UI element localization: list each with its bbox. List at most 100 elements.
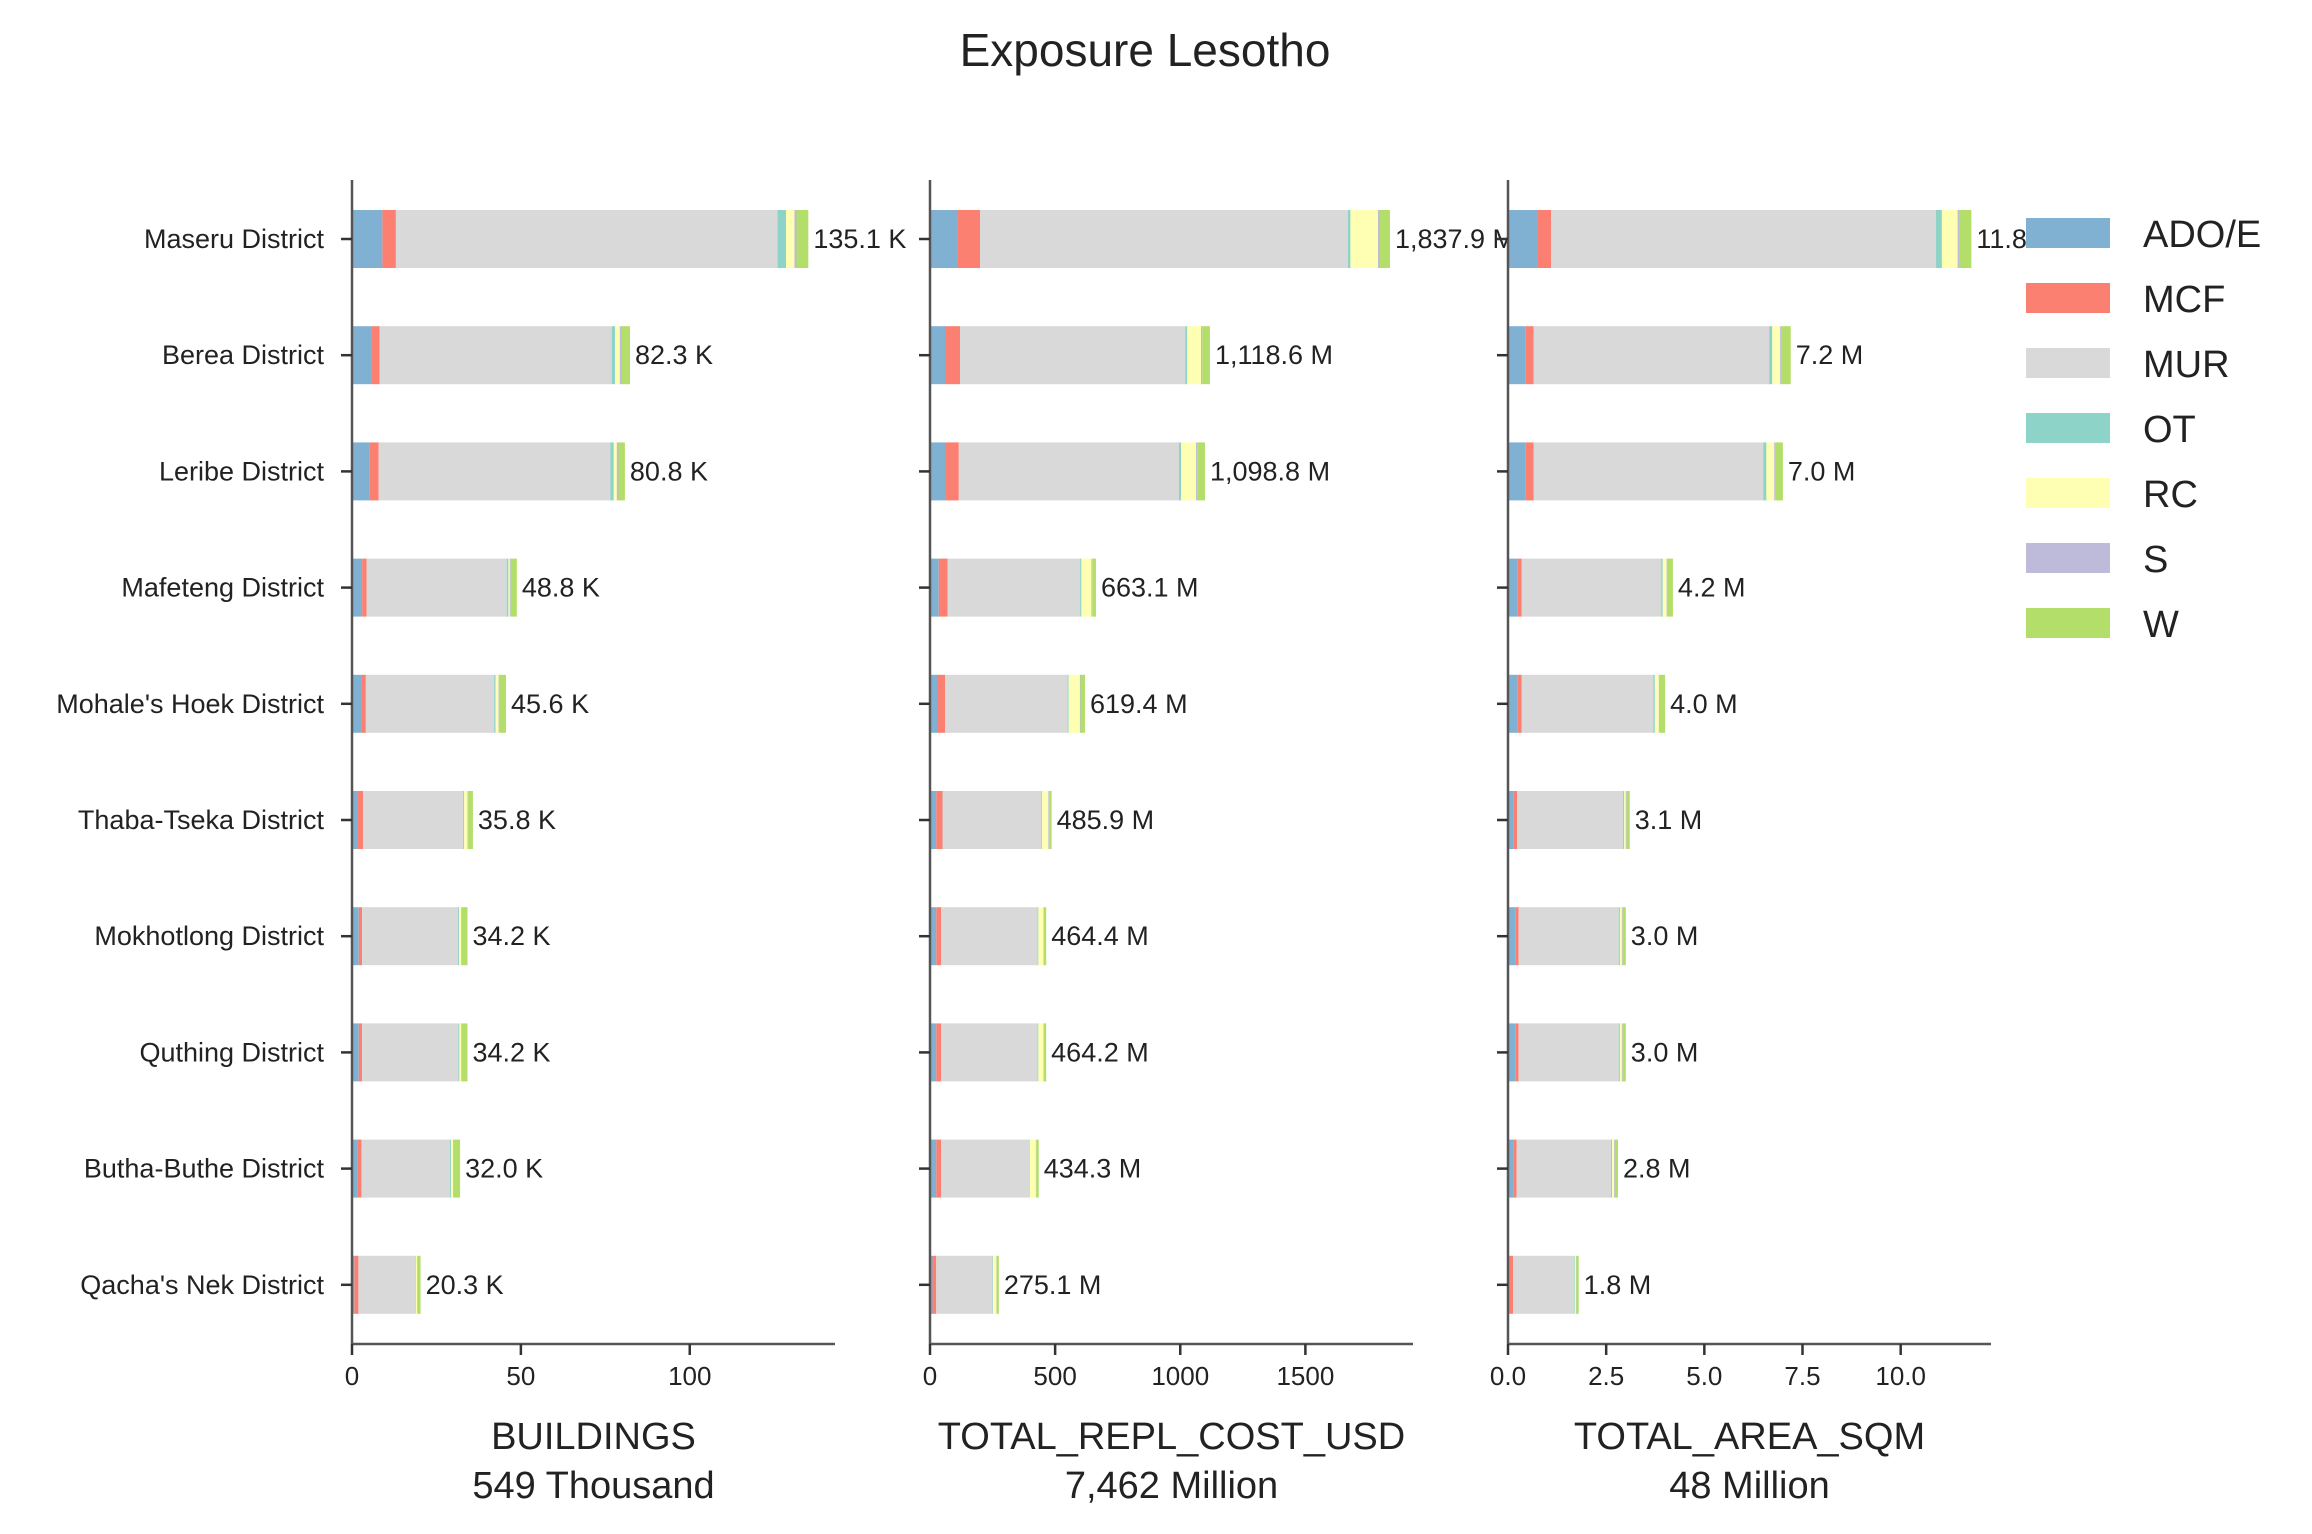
y-tick-label: Thaba-Tseka District (78, 805, 325, 835)
bar-segment-mur (365, 674, 495, 733)
bar-segment-mcf (371, 326, 380, 385)
bar-segment-rc (786, 210, 795, 268)
bar-segment-ot (458, 907, 460, 966)
bar-segment-s (794, 210, 797, 268)
bar-segment-ot (1618, 1023, 1620, 1082)
value-label: 434.3 M (1044, 1154, 1142, 1184)
legend-label-rc: RC (2143, 474, 2198, 516)
bar-segment-ado-e (1508, 210, 1538, 268)
y-tick-label: Mohale's Hoek District (56, 689, 324, 719)
bar-segment-mcf (1537, 210, 1552, 268)
bar-segment-ado-e (1508, 1139, 1514, 1198)
bar-segment-mcf (382, 210, 396, 268)
bar-segment-w (621, 326, 630, 385)
bar-segment-ado-e (930, 674, 938, 733)
bar-segment-mcf (1513, 1139, 1517, 1198)
bar-segment-mcf (358, 907, 363, 966)
value-label: 3.0 M (1631, 1037, 1699, 1067)
bar-segment-rc (1772, 326, 1781, 385)
bar-segment-ado-e (1508, 326, 1526, 385)
legend-label-w: W (2143, 604, 2179, 646)
bar-segment-mur (378, 442, 611, 501)
value-label: 619.4 M (1090, 689, 1188, 719)
bar-segment-mcf (1525, 442, 1534, 501)
legend: ADO/E MCF MUR OT RC SW (2026, 214, 2261, 646)
x-tick-label: 500 (1033, 1361, 1076, 1391)
bar-segment-s (1091, 558, 1093, 617)
chart-panels: 135.1 K 82.3 K 80.8 K 48.8 K 45.6 K 35.8 K 34.… (56, 180, 2057, 1507)
bar-segment-s (509, 558, 511, 617)
bar-segment-ado-e (352, 558, 363, 617)
bar-segment-w (1379, 210, 1390, 268)
bar-segment-ado-e (930, 791, 937, 849)
bar-segment-w (1622, 907, 1626, 966)
bar-segment-rc (993, 1255, 997, 1314)
bar-segment-s (1780, 326, 1782, 385)
y-tick-label: Leribe District (159, 456, 325, 486)
bar-segment-mur (362, 907, 459, 966)
bar-segment-mur (379, 326, 612, 385)
x-tick-label: 2.5 (1588, 1361, 1624, 1391)
bar-segment-rc (459, 1023, 462, 1082)
bar-segment-s (467, 791, 469, 849)
bar-segment-ot (1618, 907, 1620, 966)
legend-label-s: S (2143, 539, 2168, 581)
value-label: 663.1 M (1101, 573, 1199, 603)
bar-segment-s (461, 907, 462, 966)
x-tick-label: 0.0 (1490, 1361, 1526, 1391)
value-label: 1.8 M (1584, 1270, 1652, 1300)
bar-segment-rc (1941, 210, 1958, 268)
value-label: 48.8 K (522, 573, 600, 603)
bar-segment-s (1048, 791, 1050, 849)
bar-segment-ado-e (930, 1255, 933, 1314)
bar-segment-w (417, 1255, 421, 1314)
bar-segment-rc (1619, 1023, 1622, 1082)
bar-segment-ado-e (1508, 442, 1526, 501)
legend-label-mcf: MCF (2143, 279, 2225, 321)
legend-swatch-rc (2026, 478, 2110, 508)
legend-swatch-mcf (2026, 283, 2110, 313)
bar-segment-mcf (357, 1139, 362, 1198)
bar-segment-mcf (1517, 558, 1522, 617)
bar-segment-ot (1179, 442, 1182, 501)
bar-segment-mcf (1515, 907, 1519, 966)
bar-segment-w (1043, 1023, 1047, 1082)
value-label: 82.3 K (635, 340, 713, 370)
bar-segment-rc (1574, 1255, 1576, 1314)
value-label: 1,118.6 M (1215, 340, 1333, 370)
bar-segment-ot (1347, 210, 1351, 268)
y-tick-label: Mafeteng District (121, 573, 324, 603)
bar-segment-s (461, 1023, 462, 1082)
bar-segment-mcf (936, 1139, 942, 1198)
bar-segment-mur (361, 1139, 450, 1198)
bar-segment-ot (611, 326, 616, 385)
bar-segment-ot (992, 1255, 994, 1314)
bar-segment-mur (1533, 326, 1770, 385)
bar-segment-ado-e (352, 326, 372, 385)
panel-buildings: 135.1 K 82.3 K 80.8 K 48.8 K 45.6 K 35.8 K 34.… (56, 180, 906, 1507)
bar-segment-ot (1610, 1139, 1613, 1198)
value-label: 32.0 K (465, 1154, 543, 1184)
bar-segment-rc (1187, 326, 1202, 385)
value-label: 80.8 K (630, 456, 708, 486)
bar-segment-w (796, 210, 809, 268)
x-axis-label: TOTAL_REPL_COST_USD (938, 1416, 1405, 1458)
bar-segment-rc (1038, 907, 1044, 966)
bar-segment-mcf (937, 674, 946, 733)
bar-segment-s (1957, 210, 1960, 268)
bar-segment-w (1626, 791, 1630, 849)
value-label: 275.1 M (1004, 1270, 1102, 1300)
value-label: 2.8 M (1623, 1154, 1691, 1184)
bar-segment-mcf (936, 907, 942, 966)
bar-segment-w (461, 907, 468, 966)
bar-segment-mcf (945, 326, 961, 385)
bar-segment-mcf (357, 791, 364, 849)
bar-segment-s (1196, 442, 1198, 501)
bar-segment-rc (495, 674, 499, 733)
bar-segment-mur (936, 1255, 993, 1314)
bar-segment-ot (449, 1139, 451, 1198)
bar-segment-mur (1551, 210, 1937, 268)
bar-segment-s (1079, 674, 1081, 733)
bar-segment-mur (941, 907, 1038, 966)
bar-segment-rc (1029, 1139, 1036, 1198)
